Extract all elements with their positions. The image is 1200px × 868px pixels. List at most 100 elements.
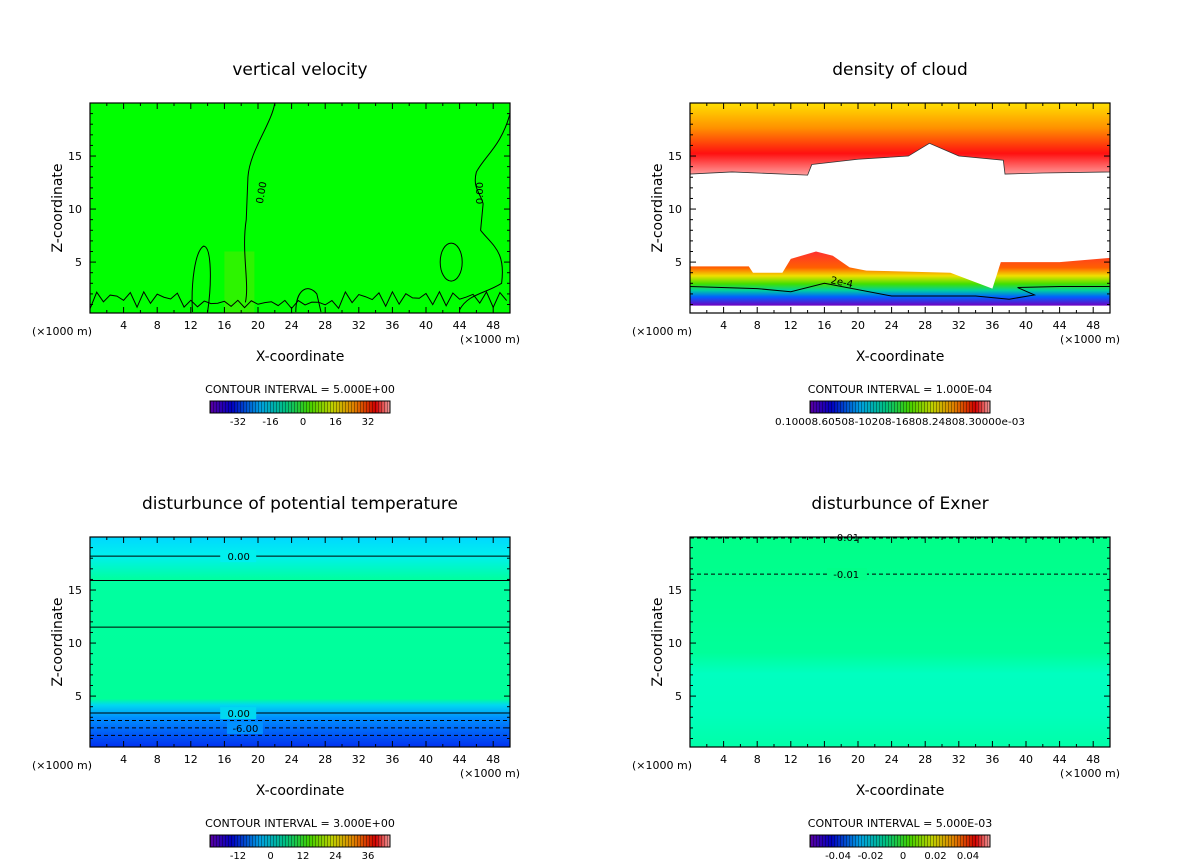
x-tick-label: 36	[985, 753, 999, 766]
contour-line	[689, 282, 1110, 300]
x-tick-label: 4	[120, 319, 127, 332]
y-tick-label: 15	[668, 150, 682, 163]
colorbar-tick-label: -32	[230, 417, 246, 428]
x-axis-label: X-coordinate	[856, 349, 945, 365]
colorbar-tick-label: -16	[262, 417, 278, 428]
colorbar-stripes	[210, 401, 390, 413]
y-axis-label: Z-coordinate	[650, 597, 666, 686]
contour-label: 0.00	[475, 182, 486, 204]
colorbar-tick-label: -12	[230, 851, 246, 862]
field-fill	[89, 102, 511, 313]
colorbar-tick-label: 16	[329, 417, 342, 428]
x-unit-label-right: (×1000 m)	[460, 767, 520, 780]
x-axis-label: X-coordinate	[256, 783, 345, 799]
y-tick-label: 10	[668, 637, 682, 650]
contour-loop	[439, 242, 463, 282]
x-tick-label: 44	[453, 753, 467, 766]
field-background	[90, 537, 510, 747]
x-tick-label: 20	[251, 753, 265, 766]
x-unit-label-right: (×1000 m)	[1060, 333, 1120, 346]
contour-interval-label: CONTOUR INTERVAL = 5.000E-03	[808, 817, 992, 830]
x-tick-label: 20	[251, 319, 265, 332]
x-unit-label-left: (×1000 m)	[632, 325, 692, 338]
x-tick-label: 48	[486, 319, 500, 332]
contour-interval-label: CONTOUR INTERVAL = 5.000E+00	[205, 383, 395, 396]
x-tick-label: 40	[419, 319, 433, 332]
contour-loop	[295, 288, 322, 313]
plot-frame	[89, 102, 511, 314]
x-unit-label-right: (×1000 m)	[1060, 767, 1120, 780]
contour-label: -6.00	[232, 724, 258, 735]
x-tick-label: 12	[184, 319, 198, 332]
x-tick-label: 24	[885, 319, 899, 332]
colorbar-tick-label: 0.10008.60508-10208-16808.24808.30000e-0…	[775, 417, 1025, 428]
chart-title: vertical velocity	[232, 60, 367, 80]
colorbar-tick-label: 36	[362, 851, 375, 862]
x-tick-label: 28	[318, 319, 332, 332]
x-unit-label-left: (×1000 m)	[32, 325, 92, 338]
x-tick-label: 4	[720, 319, 727, 332]
chart-title: disturbunce of Exner	[811, 494, 988, 514]
x-tick-label: 48	[486, 753, 500, 766]
x-tick-label: 4	[120, 753, 127, 766]
x-tick-label: 16	[817, 753, 831, 766]
contour-interval-label: CONTOUR INTERVAL = 3.000E+00	[205, 817, 395, 830]
x-tick-label: 8	[154, 753, 161, 766]
colorbar-stripes	[810, 401, 990, 413]
x-tick-label: 12	[184, 753, 198, 766]
y-tick-label: 5	[75, 256, 82, 269]
colorbar-tick-label: 32	[362, 417, 375, 428]
y-tick-label: 5	[675, 256, 682, 269]
y-tick-label: 10	[668, 203, 682, 216]
colorbar-tick-label: 0.04	[957, 851, 979, 862]
y-axis-label: Z-coordinate	[50, 163, 66, 252]
x-tick-label: 24	[285, 753, 299, 766]
y-tick-label: 5	[75, 690, 82, 703]
contour-line	[459, 113, 511, 311]
contour-label: 0.00	[228, 552, 250, 563]
y-axis-label: Z-coordinate	[50, 597, 66, 686]
x-tick-label: 8	[754, 319, 761, 332]
contour-label: 0.00	[228, 709, 250, 720]
colorbar-frame	[809, 400, 991, 414]
cloud-lower-layer	[690, 251, 1110, 306]
x-tick-label: 44	[1053, 753, 1067, 766]
x-tick-label: 36	[385, 753, 399, 766]
x-tick-label: 28	[918, 319, 932, 332]
plot-frame	[689, 536, 1111, 748]
x-tick-label: 40	[1019, 319, 1033, 332]
y-tick-label: 5	[675, 690, 682, 703]
x-tick-label: 36	[385, 319, 399, 332]
contour-label: -0.01	[833, 533, 859, 544]
contour-lines	[89, 102, 511, 313]
x-tick-label: 44	[1053, 319, 1067, 332]
contour-label-bg	[220, 550, 257, 563]
contour-label: 2e-4	[830, 275, 854, 290]
colorbar-tick-label: 12	[297, 851, 310, 862]
chart-title: disturbunce of potential temperature	[142, 494, 458, 514]
colorbar-frame	[209, 400, 391, 414]
x-tick-label: 20	[851, 753, 865, 766]
x-tick-label: 40	[419, 753, 433, 766]
contour-label-bg	[826, 568, 867, 581]
x-tick-label: 44	[453, 319, 467, 332]
contour-lines	[90, 555, 510, 736]
colorbar-frame	[209, 834, 391, 848]
colorbar-tick-label: 0	[900, 851, 906, 862]
cloud-upper-layer	[689, 102, 1111, 176]
x-unit-label-left: (×1000 m)	[32, 759, 92, 772]
x-unit-label-left: (×1000 m)	[632, 759, 692, 772]
field-fill	[690, 537, 1110, 747]
field-fill	[689, 102, 1111, 313]
x-tick-label: 32	[352, 753, 366, 766]
x-tick-label: 28	[318, 753, 332, 766]
y-tick-label: 10	[68, 637, 82, 650]
x-tick-label: 32	[952, 753, 966, 766]
x-tick-label: 4	[720, 753, 727, 766]
contour-line	[89, 290, 508, 310]
y-tick-label: 15	[668, 584, 682, 597]
x-tick-label: 40	[1019, 753, 1033, 766]
x-tick-label: 16	[217, 319, 231, 332]
colorbar-frame	[809, 834, 991, 848]
